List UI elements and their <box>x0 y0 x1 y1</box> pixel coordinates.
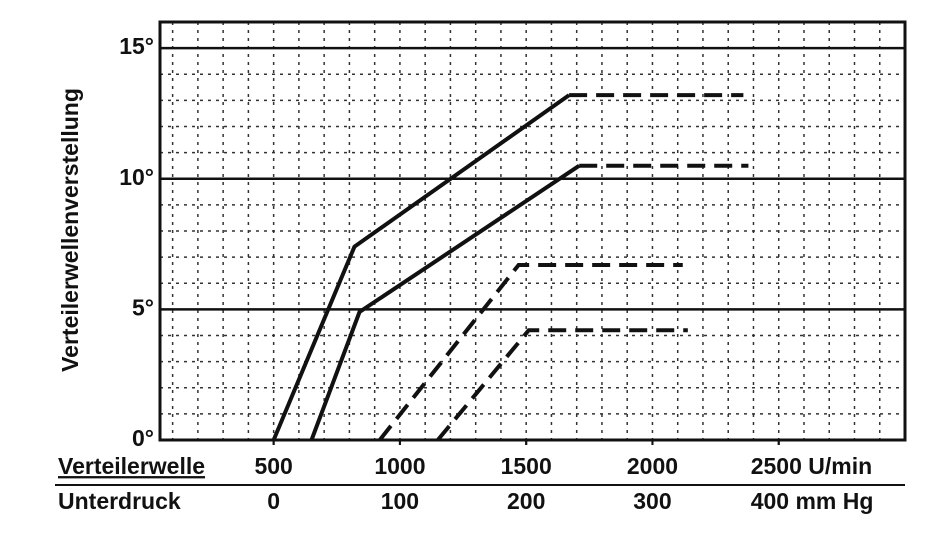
y-tick-label: 15° <box>119 33 154 59</box>
x-tick-label: 1500 <box>501 453 552 479</box>
x-tick-label: 400 mm Hg <box>751 488 874 514</box>
y-tick-label: 5° <box>132 294 154 320</box>
y-axis-label: Verteilerwellenverstellung <box>57 88 83 372</box>
x-axis-label: Verteilerwelle <box>58 453 205 479</box>
x-tick-label: 500 <box>254 453 292 479</box>
x-tick-label: 1000 <box>374 453 425 479</box>
x2-axis-label: Unterdruck <box>58 488 181 514</box>
x-tick-label: 100 <box>381 488 419 514</box>
y-tick-label: 10° <box>119 164 154 190</box>
line <box>378 262 683 442</box>
line <box>271 93 571 441</box>
x-tick-label: 300 <box>633 488 671 514</box>
x-tick-label: 200 <box>507 488 545 514</box>
line <box>309 164 581 441</box>
y-tick-label: 0° <box>132 425 154 451</box>
x-tick-label: 2500 U/min <box>751 453 872 479</box>
line <box>436 328 688 442</box>
x-tick-label: 0 <box>267 488 280 514</box>
x-tick-label: 2000 <box>627 453 678 479</box>
